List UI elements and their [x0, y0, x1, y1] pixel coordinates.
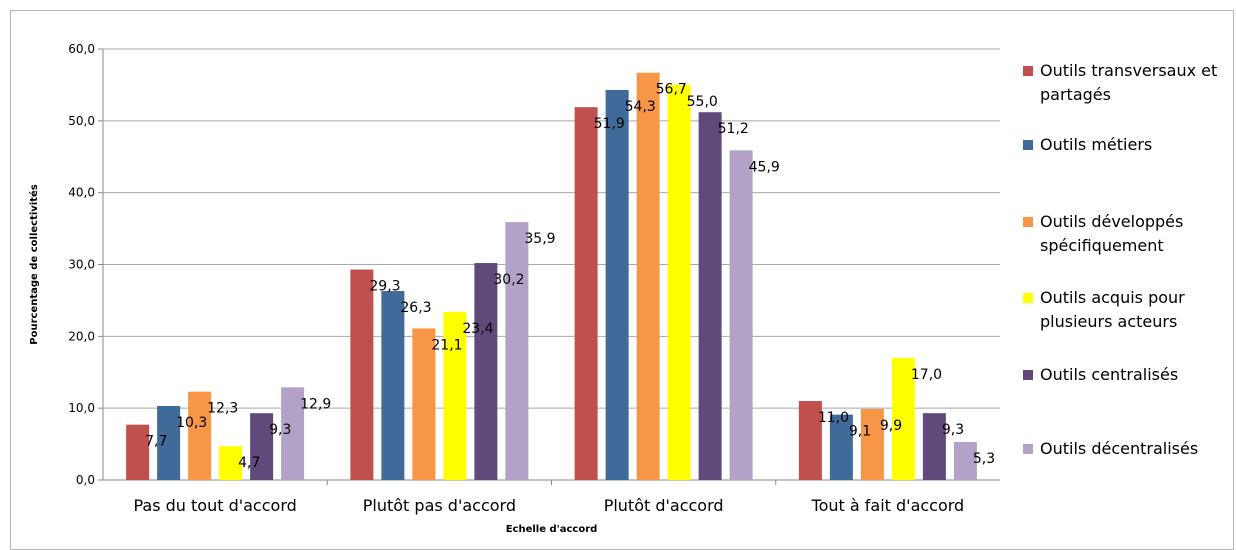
data-label: 9,3	[269, 422, 291, 438]
bar	[730, 150, 753, 480]
bar	[606, 90, 629, 480]
y-tick-label: 40,0	[68, 186, 95, 200]
x-axis-title: Echelle d'accord	[506, 524, 598, 535]
x-category-label: Plutôt pas d'accord	[363, 496, 516, 515]
legend-swatch	[1023, 370, 1033, 380]
y-tick-label: 10,0	[68, 401, 95, 415]
data-label: 12,3	[207, 401, 238, 417]
data-label: 51,2	[718, 121, 749, 137]
data-label: 9,3	[942, 422, 964, 438]
y-tick-label: 60,0	[68, 42, 95, 56]
data-label: 26,3	[400, 300, 431, 316]
y-tick-label: 50,0	[68, 114, 95, 128]
legend-swatch	[1023, 66, 1033, 76]
y-tick-label: 30,0	[68, 258, 95, 272]
bar	[350, 270, 373, 480]
legend-swatch	[1023, 217, 1033, 227]
data-label: 45,9	[749, 159, 780, 175]
data-label: 9,1	[849, 424, 871, 440]
data-label: 10,3	[176, 415, 207, 431]
legend-label: Outils centralisés	[1040, 365, 1178, 384]
y-tick-label: 0,0	[76, 473, 95, 487]
x-category-label: Tout à fait d'accord	[811, 496, 965, 515]
data-label: 29,3	[369, 279, 400, 295]
legend-swatch	[1023, 293, 1033, 303]
data-label: 7,7	[145, 434, 167, 450]
x-category-label: Plutôt d'accord	[604, 496, 724, 515]
data-label: 9,9	[880, 418, 902, 434]
bar	[575, 107, 598, 480]
y-axis-title: Pourcentage de collectivités	[28, 184, 40, 345]
data-label: 56,7	[656, 82, 687, 98]
legend-swatch	[1023, 140, 1033, 150]
legend-label: Outils transversaux et	[1040, 61, 1217, 80]
legend-label: Outils métiers	[1040, 135, 1152, 154]
legend-label: spécifiquement	[1040, 236, 1164, 255]
data-label: 11,0	[818, 410, 849, 426]
bar	[637, 73, 660, 480]
legend-label: Outils acquis pour	[1040, 288, 1185, 307]
data-label: 21,1	[431, 337, 462, 353]
legend-label: partagés	[1040, 85, 1111, 104]
bar	[699, 112, 722, 480]
data-label: 55,0	[687, 94, 718, 110]
x-category-label: Pas du tout d'accord	[133, 496, 296, 515]
legend-label: Outils développés	[1040, 212, 1183, 231]
bar	[381, 291, 404, 480]
data-label: 17,0	[911, 367, 942, 383]
grouped-bar-chart: 0,0 10,0 20,0 30,0 40,0 50,0 60,0 Pas du tout d…	[0, 0, 1236, 536]
data-label: 51,9	[594, 116, 625, 132]
data-label: 4,7	[238, 455, 260, 471]
legend-label: plusieurs acteurs	[1040, 312, 1177, 331]
y-tick-label: 20,0	[68, 329, 95, 343]
data-label: 30,2	[493, 272, 524, 288]
bar	[505, 222, 528, 480]
bar	[668, 85, 691, 480]
data-label: 54,3	[625, 99, 656, 115]
data-label: 35,9	[524, 231, 555, 247]
data-label: 23,4	[462, 321, 493, 337]
legend-label: Outils décentralisés	[1040, 439, 1198, 458]
bar	[474, 263, 497, 480]
data-label: 5,3	[973, 451, 995, 467]
data-label: 12,9	[300, 396, 331, 412]
legend-swatch	[1023, 444, 1033, 454]
